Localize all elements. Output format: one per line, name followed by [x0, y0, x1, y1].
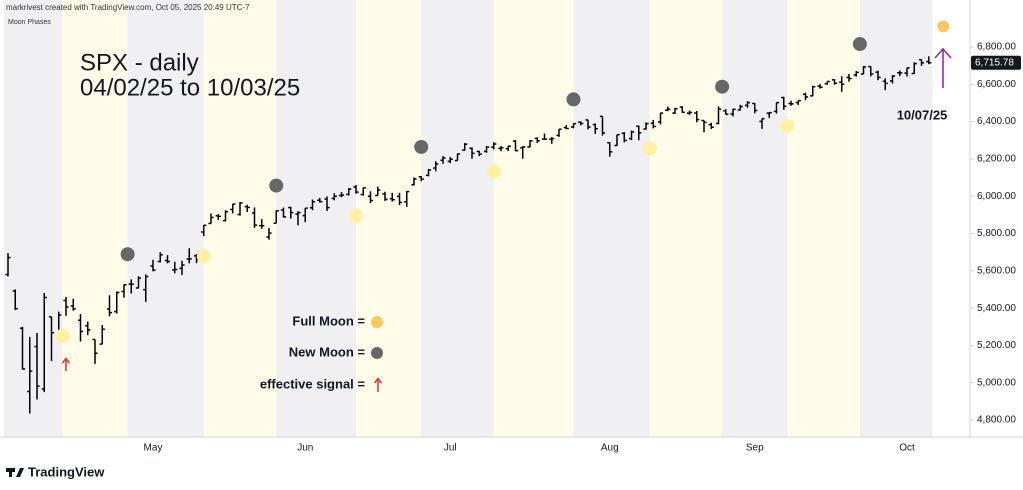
price-bars	[5, 56, 932, 414]
moon-band	[859, 0, 933, 437]
new-moon	[852, 37, 867, 52]
moon-band	[4, 0, 63, 437]
chart-subtitle: 04/02/25 to 10/03/25	[80, 74, 300, 101]
moon-band	[493, 0, 574, 437]
footer-logo: TradingView	[28, 464, 105, 479]
new-moon	[269, 178, 284, 193]
legend-signal: effective signal =	[260, 376, 366, 391]
moon-band	[276, 0, 356, 437]
moon-band	[356, 0, 422, 437]
y-tick-label: 4,800.00	[977, 415, 1016, 426]
full-moon	[196, 249, 211, 264]
moon-band	[421, 0, 494, 437]
legend-new: New Moon =	[289, 344, 366, 359]
x-tick-label: Aug	[601, 443, 619, 454]
moon-band	[127, 0, 204, 437]
x-tick-label: Sep	[746, 443, 764, 454]
y-tick-label: 5,800.00	[977, 228, 1016, 239]
x-tick-label: May	[144, 443, 163, 454]
moon-band	[62, 0, 128, 437]
logo-mark	[6, 468, 24, 477]
projection-arrow	[934, 47, 952, 88]
y-tick-label: 5,400.00	[977, 303, 1016, 314]
moon-band	[787, 0, 860, 437]
y-tick-label: 6,800.00	[977, 42, 1016, 53]
moon-band	[573, 0, 650, 437]
full-moon	[55, 328, 70, 343]
new-moon	[715, 79, 730, 94]
y-tick-label: 6,600.00	[977, 79, 1016, 90]
y-tick-label: 6,200.00	[977, 154, 1016, 165]
full-moon	[486, 164, 501, 179]
full-moon	[349, 208, 363, 223]
y-tick-label: 6,400.00	[977, 116, 1016, 127]
full-moon	[780, 118, 795, 133]
new-moon	[120, 247, 135, 262]
full-moon	[642, 141, 657, 156]
moon-band	[722, 0, 788, 437]
moon-band	[203, 0, 277, 437]
signal-arrow	[61, 357, 383, 392]
moon-band	[649, 0, 723, 437]
x-tick-label: Jun	[297, 443, 313, 454]
new-moon	[566, 92, 581, 107]
y-tick-label: 6,000.00	[977, 191, 1016, 202]
last-price-box	[971, 55, 1021, 70]
y-tick-label: 5,600.00	[977, 265, 1016, 276]
y-tick-label: 5,000.00	[977, 377, 1016, 388]
projection-label: 10/07/25	[897, 107, 948, 122]
x-tick-label: Jul	[444, 443, 457, 454]
header: markrivest created with TradingView.com,…	[6, 3, 250, 12]
legend-new-dot	[371, 347, 383, 359]
legend-full-dot	[371, 316, 383, 328]
projected-full-moon	[937, 20, 950, 33]
y-tick-label: 5,200.00	[977, 340, 1016, 351]
last-price-label: 6,715.78	[975, 57, 1014, 68]
x-tick-label: Oct	[899, 443, 915, 454]
moon-bands	[4, 0, 933, 437]
legend-full: Full Moon =	[292, 313, 365, 328]
chart-title: SPX - daily	[80, 49, 199, 76]
indicator-label: Moon Phases	[8, 19, 51, 26]
new-moon	[414, 139, 429, 154]
